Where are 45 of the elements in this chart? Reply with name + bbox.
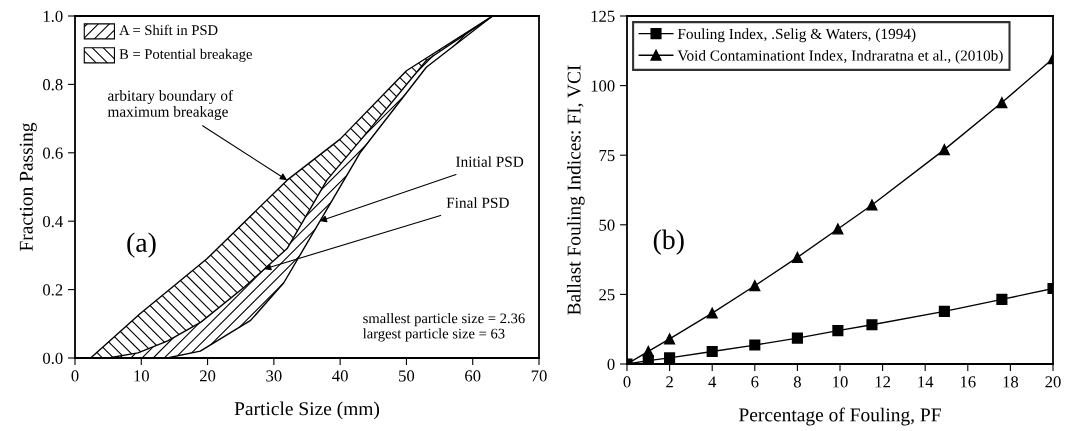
y-tick-label: 0.8 <box>43 79 63 91</box>
x-tick-label: 6 <box>751 376 759 388</box>
annotation: arbitary boundary of maximum breakage <box>107 89 234 120</box>
y-tick-label: 75 <box>599 150 615 162</box>
x-tick-label: 0 <box>71 370 79 382</box>
x-axis-title: Percentage of Fouling, PF <box>739 407 941 426</box>
y-tick-label: 1.0 <box>43 10 63 23</box>
y-tick-label: 100 <box>591 80 615 92</box>
x-tick-label: 2 <box>666 376 673 388</box>
x-tick-label: 0 <box>623 376 631 388</box>
y-tick-label: 0 <box>607 358 615 370</box>
y-axis-title: Fraction Passing <box>19 122 37 251</box>
y-tick-label: 0.6 <box>43 147 63 159</box>
x-tick-label: 14 <box>918 376 934 388</box>
annotation: A = Shift in PSD <box>119 24 218 36</box>
x-tick-label: 20 <box>199 370 216 382</box>
legend-label: Void Contaminationt Index, Indraratna et al., (2010b) <box>677 49 1003 64</box>
annotation: B = Potential breakage <box>119 48 252 62</box>
x-tick-label: 8 <box>793 376 801 388</box>
annotation: (b) <box>653 229 684 255</box>
x-tick-label: 60 <box>465 370 481 382</box>
x-tick-label: 4 <box>708 376 717 388</box>
annotation: smallest particle size = 2.36 largest particle size = 63 <box>362 312 525 342</box>
x-tick-label: 30 <box>266 370 282 382</box>
x-tick-label: 12 <box>875 376 891 388</box>
y-tick-label: 0.0 <box>43 352 63 365</box>
y-tick-label: 125 <box>591 10 615 22</box>
x-tick-label: 50 <box>399 370 415 382</box>
x-axis-title: Particle Size (mm) <box>234 401 380 420</box>
x-tick-label: 18 <box>1003 376 1019 388</box>
x-tick-label: 10 <box>134 370 149 382</box>
x-tick-label: 20 <box>1045 376 1061 388</box>
y-tick-label: 0.2 <box>43 284 63 296</box>
x-tick-label: 70 <box>531 370 547 382</box>
y-tick-label: 0.4 <box>43 215 63 228</box>
y-tick-label: 50 <box>599 219 615 231</box>
legend-label: Fouling Index, .Selig & Waters, (1994) <box>677 28 916 43</box>
x-tick-label: 10 <box>833 376 848 388</box>
annotation: Initial PSD <box>456 156 524 167</box>
x-tick-label: 40 <box>332 370 348 382</box>
x-tick-label: 16 <box>960 376 976 388</box>
annotation: Final PSD <box>446 197 509 208</box>
y-tick-label: 25 <box>599 289 615 301</box>
y-axis-title: Ballast Fouling Indices: FI, VCI <box>566 65 585 315</box>
annotation: (a) <box>127 232 156 258</box>
